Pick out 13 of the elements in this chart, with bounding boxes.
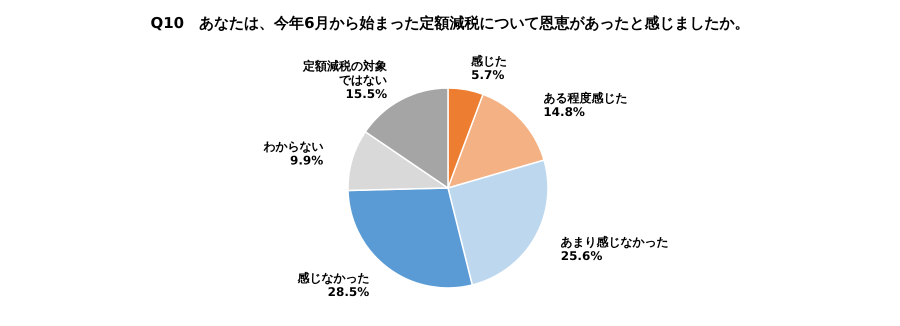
slice-label: ある程度感じた — [543, 91, 628, 106]
slice-label: あまり感じなかった — [560, 234, 669, 249]
chart-title: Q10 あなたは、今年6月から始まった定額減税について恩恵があったと感じましたか。 — [150, 14, 750, 32]
slice-label: 感じた — [470, 54, 508, 68]
data-label: 9.9% — [290, 154, 324, 168]
data-label: 15.5% — [346, 87, 388, 102]
data-label: 5.7% — [471, 68, 504, 82]
data-label: 14.8% — [543, 105, 585, 120]
data-label: 28.5% — [328, 285, 370, 300]
data-label: 25.6% — [560, 248, 602, 263]
slice-label: 定額減税の対象ではない — [302, 59, 388, 88]
slice-label: わからない — [262, 140, 324, 154]
slice-label: 感じなかった — [296, 271, 370, 286]
